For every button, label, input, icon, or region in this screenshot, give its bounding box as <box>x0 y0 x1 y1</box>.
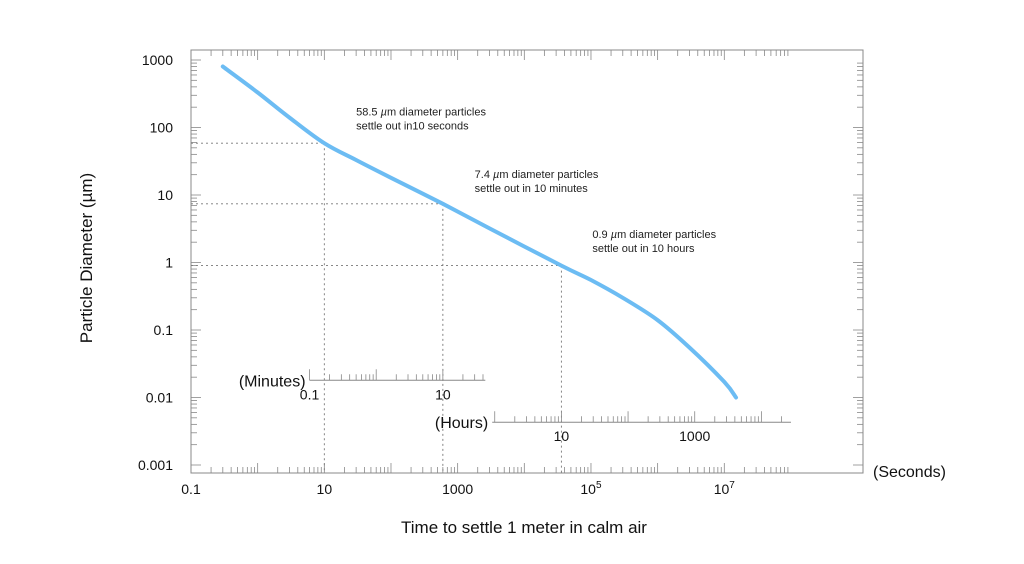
plot-border <box>190 49 864 474</box>
x-tick-exponent: 7 <box>729 480 735 491</box>
annotation-line1: 7.4 µm diameter particles <box>475 169 599 181</box>
secondary-tick-label: 0.1 <box>300 386 320 402</box>
guide-lines <box>191 142 562 473</box>
y-axis-title: Particle Diameter (µm) <box>77 173 96 343</box>
y-tick-label: 0.01 <box>146 390 173 406</box>
x-tick-label: 107 <box>714 480 736 497</box>
annotations: 58.5 µm diameter particles settle out in1… <box>356 107 716 255</box>
series-layer <box>220 64 738 400</box>
settling-curve <box>220 64 738 400</box>
annotation-line2: settle out in 10 hours <box>592 243 695 255</box>
annotation-line2: settle out in10 seconds <box>356 121 469 133</box>
plot-frame <box>190 49 864 474</box>
minor-ticks <box>190 50 863 473</box>
secondary-tick-label: 10 <box>435 386 451 402</box>
x-axis-title: Time to settle 1 meter in calm air <box>401 518 647 537</box>
annotation-line2: settle out in 10 minutes <box>475 183 589 195</box>
y-tick-label: 1 <box>165 255 173 271</box>
x-unit-label: (Seconds) <box>873 464 946 481</box>
x-tick-label: 10 <box>317 481 333 497</box>
x-tick-label: 105 <box>580 480 602 497</box>
y-tick-label: 1000 <box>142 52 173 68</box>
secondary-tick-label: 10 <box>554 428 570 444</box>
x-tick-exponent: 5 <box>596 480 602 491</box>
y-tick-label: 100 <box>150 120 174 136</box>
y-tick-label: 10 <box>157 187 173 203</box>
secondary-tick-label: 1000 <box>679 428 710 444</box>
hours-unit-label: (Hours) <box>435 415 488 432</box>
y-tick-label: 0.1 <box>154 322 174 338</box>
y-tick-label: 0.001 <box>138 457 173 473</box>
minutes-unit-label: (Minutes) <box>239 373 306 390</box>
secondary-axes: 0.1 10 (Minutes) 10 1000 (Hours) <box>239 369 791 444</box>
x-tick-label: 1000 <box>442 481 473 497</box>
x-tick-label: 0.1 <box>181 481 201 497</box>
annotation-line1: 58.5 µm diameter particles <box>356 107 486 119</box>
annotation-line1: 0.9 µm diameter particles <box>592 229 716 241</box>
